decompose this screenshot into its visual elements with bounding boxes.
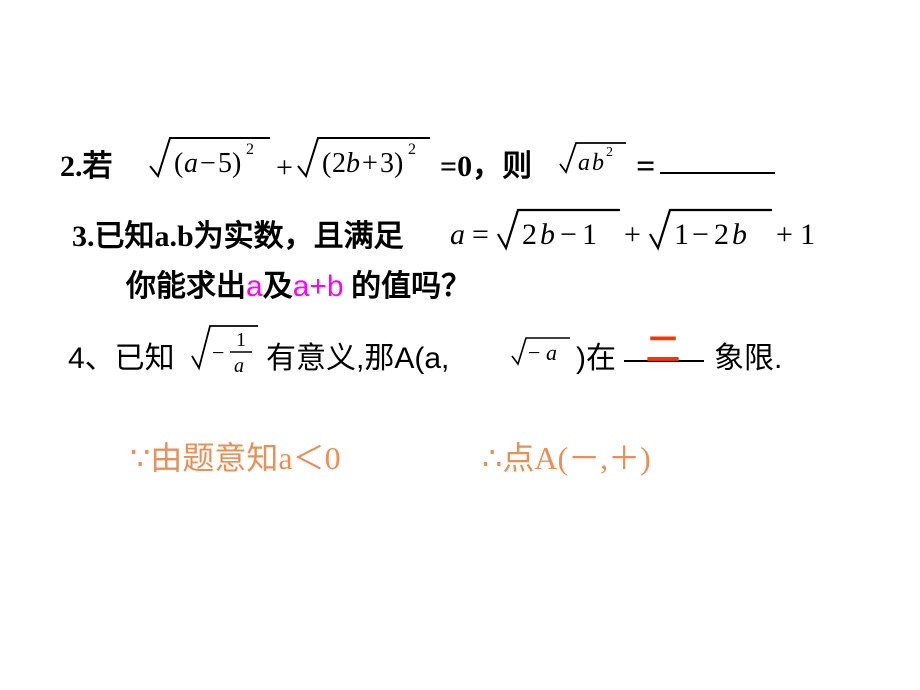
svg-text:1: 1 [800, 218, 815, 251]
svg-text:b: b [592, 150, 604, 176]
q2-mid: =0，则 [440, 150, 532, 183]
q4-mid2: )在 [576, 342, 616, 375]
q2-plus: + [276, 151, 293, 184]
q3-l2d: a+b [293, 270, 344, 303]
svg-text:(: ( [322, 148, 331, 179]
svg-text:−: − [528, 340, 540, 365]
q3-prefix: 3.已知a.b为实数，且满足 [72, 220, 404, 253]
svg-text:+: + [624, 218, 641, 251]
svg-text:a: a [184, 148, 198, 179]
explain-because-txt: 由题意知a＜0 [150, 440, 340, 476]
svg-text:b: b [540, 218, 555, 251]
svg-text:b: b [732, 218, 747, 251]
q4-prefix: 4、已知 [68, 342, 175, 375]
svg-text:a: a [234, 355, 244, 377]
q4-answer: 二 [646, 334, 680, 368]
q2-sqrt3: a b 2 [558, 138, 628, 182]
svg-text:a: a [578, 150, 590, 176]
explain-therefore-sym: ∴ [482, 440, 502, 476]
q4-sqrt-frac: − 1 a [190, 322, 262, 382]
q3-l2a: 你能求出 [126, 270, 246, 303]
q2-prefix: 2.若 [60, 150, 113, 183]
svg-text:+: + [362, 148, 378, 179]
svg-text:a: a [546, 340, 557, 365]
svg-text:(: ( [174, 148, 183, 179]
explain-therefore-txt: 点A(－,＋) [502, 440, 650, 476]
explain-because-sym: ∵ [130, 440, 150, 476]
q2-sqrt2: ( 2 b + 3) 2 [296, 132, 432, 188]
q3-l2b: a [246, 270, 263, 303]
svg-text:b: b [346, 148, 360, 179]
svg-text:2: 2 [714, 218, 729, 251]
svg-text:=: = [472, 218, 489, 251]
svg-text:2: 2 [332, 148, 346, 179]
svg-text:1: 1 [674, 218, 689, 251]
svg-text:−: − [692, 218, 709, 251]
q2-eq: = [636, 148, 655, 185]
q3-l2e: 的值吗？ [344, 270, 472, 303]
svg-text:5): 5) [218, 148, 241, 179]
svg-text:−: − [212, 340, 224, 365]
svg-text:2: 2 [246, 141, 254, 158]
svg-text:1: 1 [582, 218, 597, 251]
q4-mid1: 有意义,那A(a, [266, 342, 449, 375]
svg-text:1: 1 [236, 329, 246, 351]
q4-sqrt-neg-a: − a [510, 334, 574, 372]
q4-tail: 象限. [714, 342, 782, 375]
svg-text:a: a [450, 218, 465, 251]
svg-text:+: + [776, 218, 793, 251]
svg-text:3): 3) [380, 148, 403, 179]
q2-blank [660, 148, 775, 174]
svg-text:2: 2 [408, 141, 416, 158]
q3-equation: a = 2 b − 1 + 1 − 2 b + 1 [450, 204, 850, 260]
svg-text:2: 2 [606, 145, 613, 160]
q2-sqrt1: ( a − 5) 2 [148, 132, 272, 188]
svg-text:−: − [200, 148, 216, 179]
q3-l2c: 及 [263, 270, 293, 303]
svg-text:2: 2 [522, 218, 537, 251]
svg-text:−: − [560, 218, 577, 251]
